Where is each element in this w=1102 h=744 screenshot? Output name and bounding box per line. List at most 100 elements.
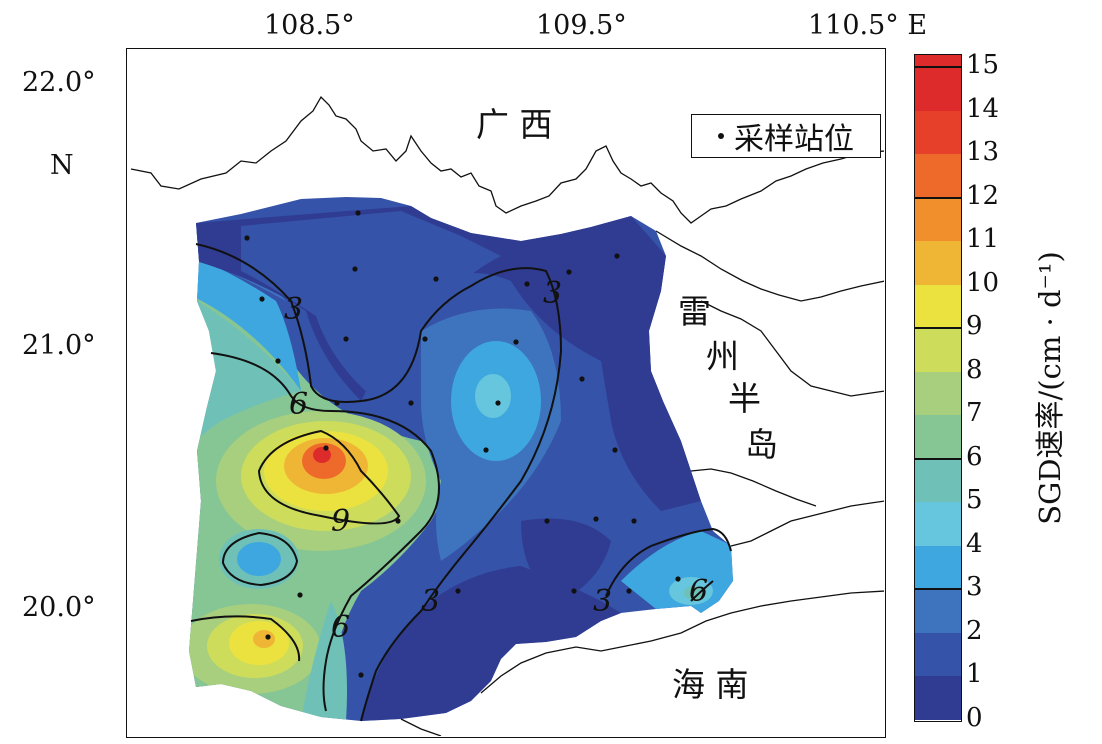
station-dot xyxy=(614,253,620,259)
colorbar-tick-label: 6 xyxy=(966,441,983,472)
station-dot xyxy=(612,447,618,453)
station-dot xyxy=(631,518,637,524)
station-dot xyxy=(455,588,461,594)
colorbar-band xyxy=(915,502,961,546)
station-dot xyxy=(422,336,428,342)
colorbar-tick-label: 2 xyxy=(966,615,983,646)
colorbar xyxy=(914,54,962,722)
station-dot xyxy=(483,447,489,453)
station-dot xyxy=(571,588,577,594)
station-dot xyxy=(259,296,265,302)
colorbar-band-top xyxy=(915,55,961,67)
station-dot xyxy=(626,588,632,594)
station-dot xyxy=(495,400,501,406)
station-dot xyxy=(579,376,585,382)
region-leizhou-1: 雷 xyxy=(678,292,711,331)
contour-label: 3 xyxy=(421,584,440,619)
contour-labels: 3 3 6 9 6 3 3 6 xyxy=(284,276,708,645)
colorbar-band xyxy=(915,545,961,590)
station-dot xyxy=(334,400,340,406)
contour-label: 3 xyxy=(543,276,562,311)
lat-tick-20: 20.0° xyxy=(22,592,96,623)
map-frame: 3 3 6 9 6 3 3 6 采样站位 xyxy=(126,48,886,738)
contour-label: 3 xyxy=(593,584,612,619)
station-dot xyxy=(275,358,281,364)
colorbar-tick-label: 13 xyxy=(966,137,1000,168)
region-leizhou-3: 半 xyxy=(728,379,761,418)
station-dot xyxy=(433,276,439,282)
colorbar-tick-label: 14 xyxy=(966,93,1000,124)
station-dot xyxy=(566,269,572,275)
contour-lines xyxy=(190,243,732,722)
region-leizhou-4: 岛 xyxy=(745,425,778,464)
station-dot xyxy=(244,235,250,241)
colorbar-tick-label: 12 xyxy=(966,180,1000,211)
sampling-stations xyxy=(244,210,681,678)
colorbar-band xyxy=(915,458,961,503)
colorbar-band xyxy=(915,67,961,111)
station-dot xyxy=(355,210,361,216)
region-hainan: 海 南 xyxy=(672,665,749,704)
colorbar-band xyxy=(915,284,961,329)
colorbar-tick-label: 3 xyxy=(966,572,983,603)
colorbar-major-line xyxy=(915,457,961,460)
legend-box: 采样站位 xyxy=(691,114,881,158)
contour-label: 6 xyxy=(689,574,708,609)
colorbar-major-line xyxy=(915,196,961,199)
colorbar-bands xyxy=(915,55,961,721)
colorbar-band xyxy=(915,415,961,459)
station-dot xyxy=(513,339,519,345)
colorbar-major-line xyxy=(915,66,961,68)
colorbar-tick-label: 4 xyxy=(966,528,983,559)
lon-tick-108-5: 108.5° xyxy=(264,10,355,41)
station-dot xyxy=(323,445,329,451)
colorbar-band xyxy=(915,241,961,285)
colorbar-tick-label: 1 xyxy=(966,659,983,690)
contour-label: 3 xyxy=(284,292,303,327)
colorbar-major-line xyxy=(915,327,961,330)
colorbar-band xyxy=(915,589,961,633)
colorbar-tick-label: 9 xyxy=(966,311,983,342)
colorbar-tick-label: 15 xyxy=(966,50,1000,80)
colorbar-band xyxy=(915,371,961,416)
coastline xyxy=(130,95,884,736)
colorbar-band xyxy=(915,676,961,720)
station-dot xyxy=(352,266,358,272)
station-dot xyxy=(675,576,681,582)
colorbar-major-line xyxy=(915,588,961,591)
colorbar-tick-label: 11 xyxy=(966,224,1000,255)
contour-label: 9 xyxy=(331,504,350,539)
contour-label: 6 xyxy=(331,610,350,645)
station-dot xyxy=(343,336,349,342)
colorbar-ticks: 15 14 13 12 11 10 9 8 7 6 5 4 3 2 1 0 xyxy=(966,50,1016,733)
station-dot xyxy=(358,672,364,678)
contour-label: 6 xyxy=(289,387,308,422)
station-dot xyxy=(544,518,550,524)
legend-label: 采样站位 xyxy=(734,122,854,157)
colorbar-tick-label: 10 xyxy=(966,267,1000,298)
station-dot xyxy=(408,400,414,406)
station-dot-icon xyxy=(718,133,724,139)
region-leizhou-2: 州 xyxy=(706,337,739,376)
station-dot xyxy=(297,592,303,598)
lat-tick-22: 22.0° xyxy=(22,67,96,98)
colorbar-tick-label: 8 xyxy=(966,354,983,385)
colorbar-tick-label: 7 xyxy=(966,398,983,429)
colorbar-tick-label: 5 xyxy=(966,485,983,516)
lat-tick-21: 21.0° xyxy=(22,330,96,361)
station-dot xyxy=(395,518,401,524)
colorbar-band xyxy=(915,154,961,198)
colorbar-band xyxy=(915,197,961,242)
map-svg: 3 3 6 9 6 3 3 6 xyxy=(130,95,884,736)
region-guangxi: 广 西 xyxy=(476,105,553,144)
colorbar-tick-label: 0 xyxy=(966,703,983,733)
lon-tick-110-5: 110.5° E xyxy=(808,10,928,41)
colorbar-band xyxy=(915,632,961,677)
station-dot xyxy=(593,516,599,522)
lat-hemisphere: N xyxy=(50,150,74,181)
lon-tick-109-5: 109.5° xyxy=(536,10,627,41)
colorbar-band xyxy=(915,328,961,372)
colorbar-band xyxy=(915,110,961,155)
station-dot xyxy=(265,634,271,640)
station-dot xyxy=(524,281,530,287)
